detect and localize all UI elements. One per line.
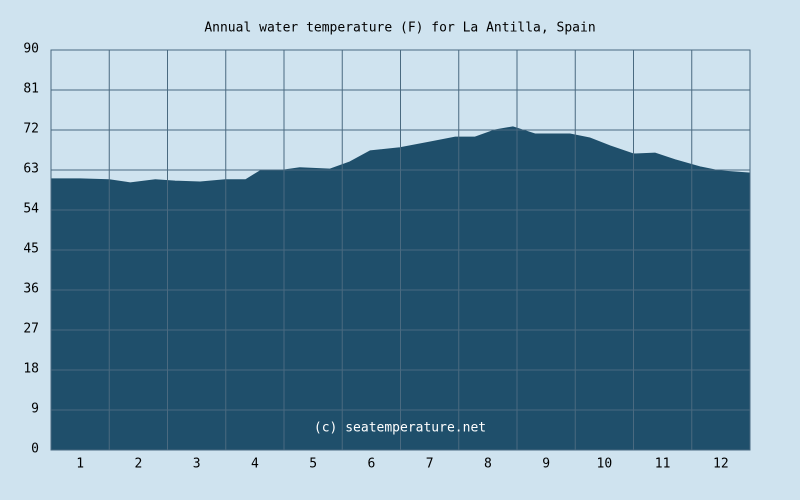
y-tick-label: 45: [23, 242, 39, 257]
annotation: (c) seatemperature.net: [314, 421, 486, 436]
y-tick-label: 54: [23, 202, 39, 217]
y-tick-label: 9: [31, 402, 39, 417]
x-tick-label: 4: [251, 457, 259, 472]
x-tick-label: 10: [597, 457, 613, 472]
y-tick-label: 0: [31, 442, 39, 457]
y-tick-label: 81: [23, 82, 39, 97]
x-tick-label: 2: [134, 457, 142, 472]
x-tick-label: 9: [542, 457, 550, 472]
x-tick-label: 1: [76, 457, 84, 472]
x-tick-label: 5: [309, 457, 317, 472]
y-tick-label: 90: [23, 42, 39, 57]
x-tick-label: 8: [484, 457, 492, 472]
y-tick-label: 36: [23, 282, 39, 297]
plot-border: [50, 49, 751, 451]
chart-title: Annual water temperature (F) for La Anti…: [204, 21, 595, 36]
x-tick-label: 7: [426, 457, 434, 472]
x-tick-label: 3: [193, 457, 201, 472]
y-tick-label: 63: [23, 162, 39, 177]
y-tick-label: 18: [23, 362, 39, 377]
x-tick-label: 6: [367, 457, 375, 472]
y-tick-label: 72: [23, 122, 39, 137]
x-tick-label: 11: [655, 457, 671, 472]
y-tick-label: 27: [23, 322, 39, 337]
x-tick-label: 12: [713, 457, 729, 472]
